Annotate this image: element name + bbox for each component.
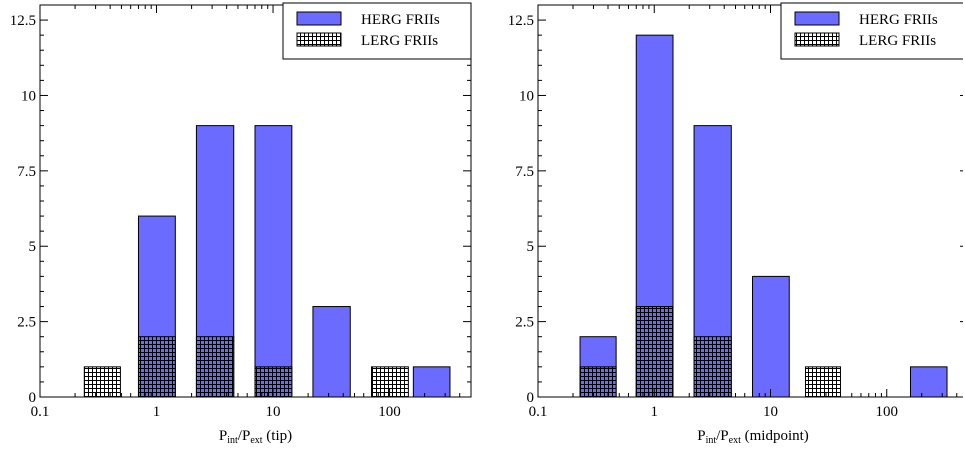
- legend-label: LERG FRIIs: [859, 33, 936, 49]
- x-tick-label: 10: [266, 404, 281, 420]
- lerg-legend-swatch: [794, 32, 840, 47]
- x-axis-label-sub2: ext: [250, 435, 262, 446]
- left-chart-panel: 0 2.5 5 7.5 10 12.5 0.1 1 10 100 Pint/Pext (tip) HE…: [10, 2, 472, 446]
- y-tick-label: 5: [29, 239, 37, 255]
- y-tick-label: 2.5: [515, 315, 534, 331]
- x-axis-label-mid: /P: [238, 428, 251, 444]
- y-tick-label: 2.5: [17, 315, 36, 331]
- lerg-bar-3: [804, 366, 841, 398]
- x-axis-label-sub2: ext: [729, 435, 741, 446]
- x-tick-label: 100: [875, 404, 898, 420]
- x-axis-label-sub1: int: [706, 435, 717, 446]
- y-tick-label: 10: [21, 88, 36, 104]
- herg-legend-swatch: [296, 11, 342, 26]
- lerg-legend-swatch: [296, 32, 342, 47]
- x-axis-label-mid: /P: [716, 428, 729, 444]
- lerg-bar-2: [693, 336, 732, 398]
- lerg-bar-1: [137, 336, 176, 398]
- y-tick-label: 12.5: [508, 13, 534, 29]
- herg-bar-2: [254, 125, 293, 398]
- lerg-bar-2: [195, 336, 235, 398]
- x-axis-label-main: P: [219, 428, 227, 444]
- herg-bar-4: [909, 366, 948, 398]
- x-tick-label: 0.1: [31, 404, 50, 420]
- herg-bar-3: [312, 306, 351, 398]
- x-axis-label: Pint/Pext (tip): [219, 428, 292, 446]
- legend: HERG FRIIs LERG FRIIs: [780, 2, 963, 60]
- legend-label: HERG FRIIs: [859, 12, 938, 28]
- x-axis-label-suffix: (midpoint): [741, 428, 809, 444]
- x-axis-label-suffix: (tip): [263, 428, 293, 444]
- y-tick-label: 10: [519, 88, 534, 104]
- lerg-bar-0: [83, 366, 121, 398]
- legend: HERG FRIIs LERG FRIIs: [282, 2, 472, 60]
- lerg-bar-0: [579, 366, 617, 398]
- y-tick-label: 7.5: [17, 164, 36, 180]
- x-tick-label: 1: [650, 404, 658, 420]
- y-tick-label: 5: [527, 239, 535, 255]
- x-tick-label: 0.1: [529, 404, 548, 420]
- x-tick-label: 1: [153, 404, 161, 420]
- legend-label: HERG FRIIs: [361, 12, 440, 28]
- x-axis-label: Pint/Pext (midpoint): [697, 428, 809, 446]
- right-chart-panel: 0 2.5 5 7.5 10 12.5 0.1 1 10 100 Pint/Pext (midpoi…: [508, 2, 963, 446]
- lerg-bar-1: [635, 306, 674, 398]
- x-tick-label: 100: [378, 404, 401, 420]
- herg-legend-swatch: [794, 11, 840, 26]
- y-tick-label: 12.5: [10, 13, 36, 29]
- x-tick-label: 10: [763, 404, 778, 420]
- legend-label: LERG FRIIs: [361, 33, 438, 49]
- x-axis-label-sub1: int: [227, 435, 238, 446]
- herg-bar-3: [751, 275, 790, 398]
- y-tick-label: 7.5: [515, 164, 534, 180]
- y-tick-label: 0: [527, 390, 535, 406]
- herg-bar-4: [412, 366, 451, 398]
- y-tick-label: 0: [29, 390, 37, 406]
- x-axis-label-main: P: [697, 428, 705, 444]
